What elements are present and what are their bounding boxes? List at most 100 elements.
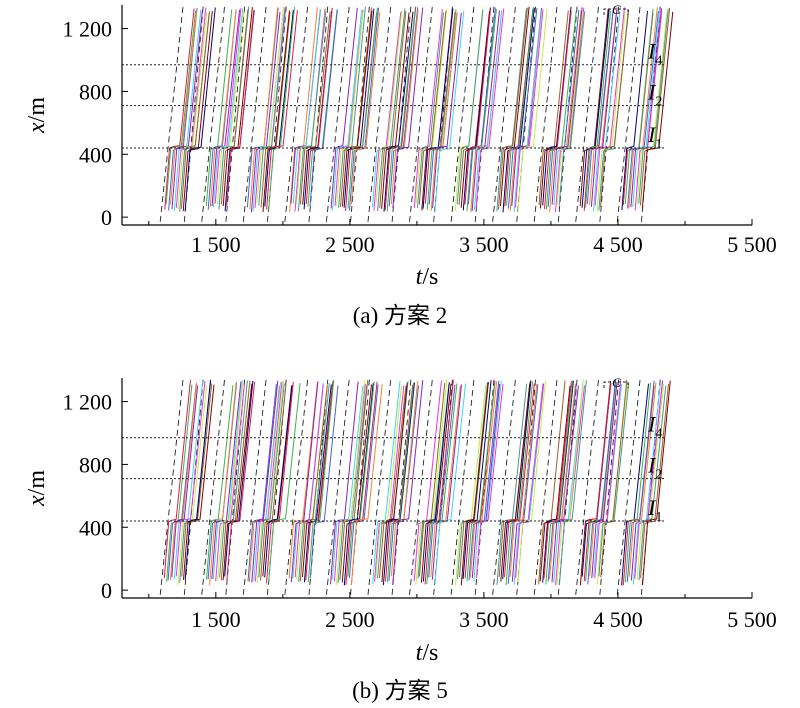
trajectory-line [220, 381, 251, 581]
trajectory-line [383, 11, 414, 212]
trajectory-line [345, 381, 378, 585]
trajectory-line [459, 382, 489, 578]
cycle-boundary-line [409, 6, 433, 222]
trajectory-line [262, 385, 293, 577]
y-axis-label-unit: /m [24, 470, 50, 496]
trajectory-line [471, 383, 501, 579]
y-tick-label: 0 [101, 578, 112, 603]
cycle-boundary-line [616, 379, 641, 595]
trajectory-line [377, 8, 406, 212]
cycle-boundary-line [616, 6, 641, 222]
trajectory-line [558, 380, 587, 586]
trajectory-line [632, 383, 661, 585]
cycle-boundary-line [242, 6, 267, 222]
trajectory-line [420, 383, 452, 583]
trajectory-line [555, 385, 585, 586]
trajectory-line [600, 379, 628, 578]
trajectory-line [555, 7, 585, 213]
cycle-boundary-line [391, 379, 412, 595]
trajectory-line [175, 380, 206, 577]
cycle-boundary-line [284, 379, 309, 595]
trajectory-line [256, 6, 284, 204]
annotation-bracket [603, 381, 629, 388]
trajectory-line [539, 385, 571, 582]
cycle-boundary-line [183, 379, 204, 595]
cycle-boundary-line [557, 379, 578, 595]
trajectory-line [297, 11, 327, 212]
reference-line-label-sub: 2 [655, 95, 662, 110]
cycle-boundary-line [533, 379, 558, 595]
trajectory-line [305, 382, 334, 581]
trajectory-line [551, 385, 579, 583]
trajectory-line [467, 7, 496, 205]
trajectory-group [159, 6, 674, 222]
cycle-boundary-line [599, 379, 620, 595]
trajectory-line [290, 381, 319, 583]
y-axis-label: x/m [24, 97, 50, 134]
trajectory-line [211, 381, 242, 580]
trajectory-line [182, 11, 213, 212]
cycle-boundary-line [350, 379, 370, 595]
trajectory-line [305, 7, 333, 204]
trajectory-line [434, 383, 467, 584]
x-tick-label: 4 500 [593, 232, 643, 257]
trajectory-line [173, 380, 204, 580]
reference-line-label: I2 [647, 80, 662, 110]
annotation-bracket [603, 8, 629, 15]
y-axis-label-var: x [24, 122, 50, 134]
cycle-boundary-line [474, 6, 495, 222]
x-tick-label: 5 500 [727, 232, 777, 257]
trajectory-line [542, 380, 574, 583]
y-tick-label: 1 200 [63, 390, 113, 415]
cycle-boundary-line [492, 6, 516, 222]
cycle-boundary-line [183, 6, 204, 222]
trajectory-line [309, 9, 338, 207]
trajectory-line [517, 8, 548, 212]
trajectory-line [426, 9, 457, 211]
cycle-boundary-line [516, 379, 536, 595]
trajectory-line [460, 381, 489, 586]
reference-line-label-sub: 1 [655, 510, 662, 525]
trajectory-line [307, 10, 338, 207]
trajectory-line [432, 12, 462, 209]
cycle-boundary-line [575, 6, 599, 222]
x-axis-label-var: t [416, 264, 424, 290]
trajectory-line [247, 383, 277, 582]
reference-line-label-sub: 4 [655, 427, 662, 442]
cycle-boundary-line [367, 379, 392, 595]
trajectory-line [375, 10, 403, 204]
trajectory-line [266, 10, 298, 210]
reference-line-label-sub: 2 [655, 468, 662, 483]
trajectory-line [589, 12, 617, 206]
trajectory-line [350, 12, 381, 205]
cycle-boundary-line [325, 379, 350, 595]
trajectory-line [211, 9, 241, 207]
trajectory-line [434, 10, 465, 213]
trajectory-line [381, 382, 408, 583]
trajectory-line [413, 380, 442, 582]
cycle-boundary-line [533, 6, 558, 222]
trajectory-line [348, 384, 379, 579]
trajectory-line [171, 10, 203, 210]
trajectory-line [464, 8, 491, 205]
trajectory-line [264, 385, 293, 578]
cycle-boundary-line [391, 6, 412, 222]
cycle-boundary-line [367, 6, 392, 222]
trajectory-line [417, 383, 450, 579]
trajectory-line [303, 384, 332, 583]
trajectory-line [634, 383, 663, 579]
trajectory-line [469, 381, 498, 578]
cycle-boundary-line [159, 6, 184, 222]
trajectory-line [212, 8, 244, 208]
reference-line-label: I1 [647, 495, 662, 525]
cycle-boundary-line [266, 6, 287, 222]
trajectory-line [624, 8, 654, 205]
cycle-boundary-line [450, 6, 475, 222]
trajectory-line [632, 8, 661, 207]
cycle-boundary-line [201, 379, 225, 595]
trajectory-line [332, 9, 363, 211]
y-tick-label: 800 [79, 79, 112, 104]
cycle-boundary-line [640, 6, 661, 222]
